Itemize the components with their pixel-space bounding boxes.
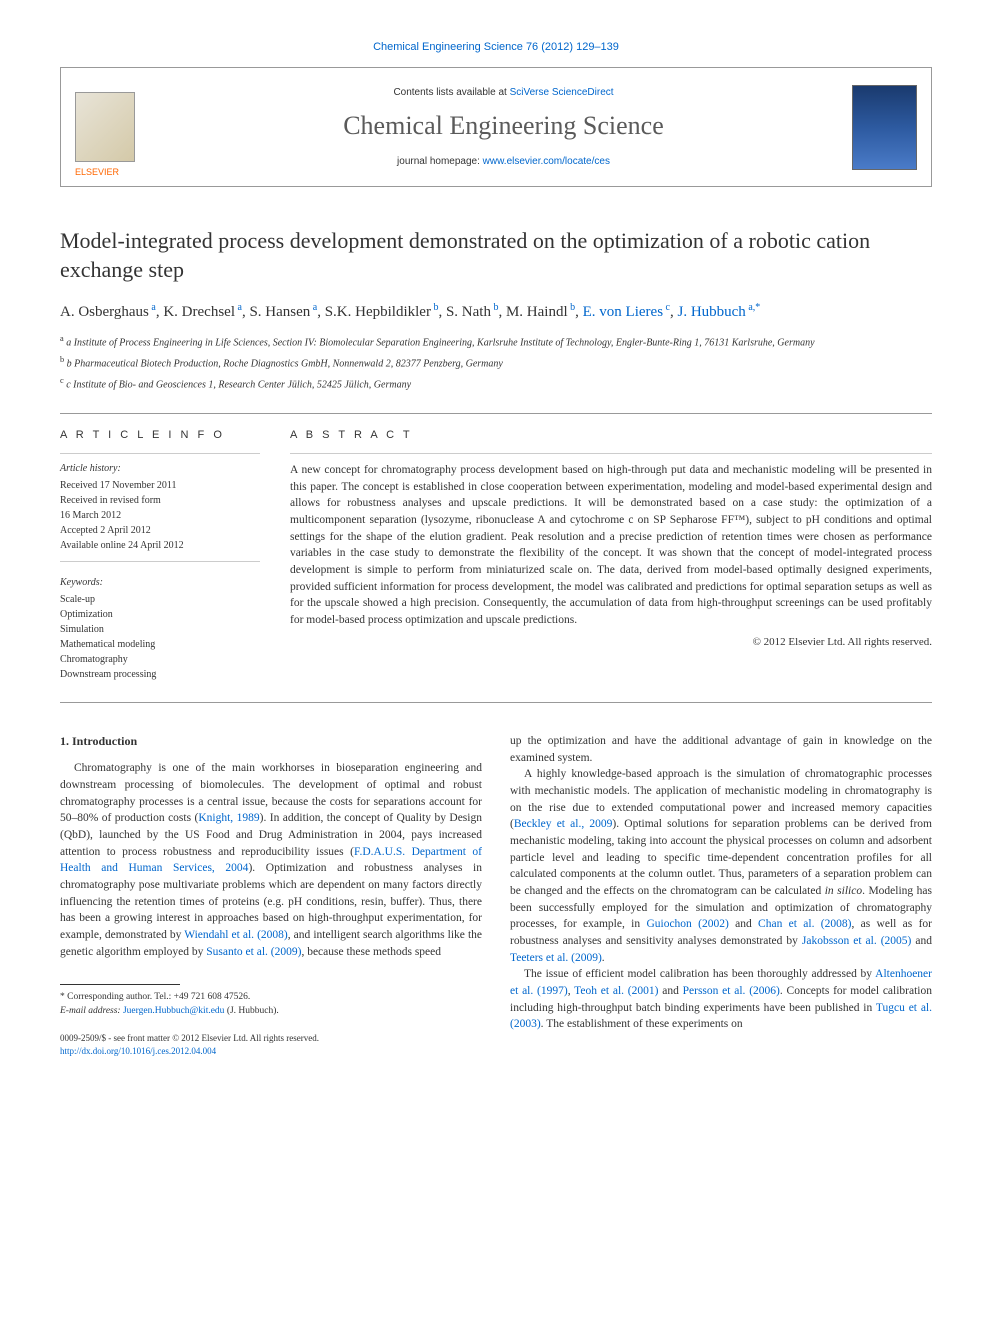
ref-link[interactable]: Beckley et al., 2009 <box>514 818 613 830</box>
issn-line: 0009-2509/$ - see front matter © 2012 El… <box>60 1032 482 1045</box>
abstract-text: A new concept for chromatography process… <box>290 462 932 629</box>
page-container: Chemical Engineering Science 76 (2012) 1… <box>0 0 992 1097</box>
contents-prefix: Contents lists available at <box>393 87 509 98</box>
doi-link[interactable]: http://dx.doi.org/10.1016/j.ces.2012.04.… <box>60 1046 216 1056</box>
email-link[interactable]: Juergen.Hubbuch@kit.edu <box>123 1006 224 1016</box>
journal-name: Chemical Engineering Science <box>155 108 852 144</box>
authors-list: A. Osberghaus a, K. Drechsel a, S. Hanse… <box>60 301 932 323</box>
ref-link[interactable]: Wiendahl et al. (2008) <box>184 929 288 941</box>
body-paragraph: A highly knowledge-based approach is the… <box>510 766 932 966</box>
affil-marker: a <box>235 302 242 313</box>
affiliation-text: c Institute of Bio- and Geosciences 1, R… <box>66 380 411 391</box>
keywords-label: Keywords: <box>60 576 260 590</box>
homepage-link[interactable]: www.elsevier.com/locate/ces <box>483 156 610 167</box>
affil-marker: b <box>568 302 576 313</box>
history-text: Received 17 November 2011 Received in re… <box>60 478 260 553</box>
keywords-text: Scale-up Optimization Simulation Mathema… <box>60 592 260 682</box>
ref-link[interactable]: Chan et al. (2008) <box>758 918 851 930</box>
author: K. Drechsel <box>163 304 235 320</box>
affiliation-text: b Pharmaceutical Biotech Production, Roc… <box>67 358 503 369</box>
corresponding-marker: * <box>755 302 760 313</box>
divider <box>60 453 260 454</box>
author: M. Haindl <box>506 304 568 320</box>
footer-block: * Corresponding author. Tel.: +49 721 60… <box>60 984 482 1057</box>
body-two-column: 1. Introduction Chromatography is one of… <box>60 733 932 1057</box>
author: S. Nath <box>446 304 491 320</box>
author: A. Osberghaus <box>60 304 149 320</box>
author-link[interactable]: J. Hubbuch <box>677 304 745 320</box>
journal-cover-thumbnail <box>852 85 917 170</box>
elsevier-logo <box>75 92 135 162</box>
divider <box>290 453 932 454</box>
article-info-column: A R T I C L E I N F O Article history: R… <box>60 428 260 682</box>
journal-header-box: ELSEVIER Contents lists available at Sci… <box>60 67 932 187</box>
sciencedirect-link[interactable]: SciVerse ScienceDirect <box>510 87 614 98</box>
elsevier-label: ELSEVIER <box>75 166 119 179</box>
affiliation: b b Pharmaceutical Biotech Production, R… <box>60 354 932 371</box>
divider <box>60 702 932 703</box>
ref-link[interactable]: F.D.A.U.S. Department of Health and Huma… <box>60 846 482 875</box>
abstract-column: A B S T R A C T A new concept for chroma… <box>290 428 932 682</box>
affiliation-text: a Institute of Process Engineering in Li… <box>66 337 814 348</box>
email-label: E-mail address: <box>60 1006 123 1016</box>
affil-marker: a <box>310 302 317 313</box>
ref-link[interactable]: Jakobsson et al. (2005) <box>802 935 911 947</box>
ref-link[interactable]: Teoh et al. (2001) <box>574 985 658 997</box>
copyright-line: © 2012 Elsevier Ltd. All rights reserved… <box>290 635 932 650</box>
affiliation: a a Institute of Process Engineering in … <box>60 333 932 350</box>
divider <box>60 413 932 414</box>
affil-marker: b <box>491 302 499 313</box>
body-paragraph: The issue of efficient model calibration… <box>510 966 932 1033</box>
history-label: Article history: <box>60 462 260 476</box>
affil-marker: a <box>149 302 156 313</box>
footer-divider <box>60 984 180 985</box>
info-abstract-row: A R T I C L E I N F O Article history: R… <box>60 428 932 682</box>
corresponding-author: * Corresponding author. Tel.: +49 721 60… <box>60 991 482 1004</box>
citation-header: Chemical Engineering Science 76 (2012) 1… <box>60 40 932 55</box>
ref-link[interactable]: Persson et al. (2006) <box>683 985 780 997</box>
contents-line: Contents lists available at SciVerse Sci… <box>155 86 852 100</box>
body-paragraph: Chromatography is one of the main workho… <box>60 760 482 960</box>
bottom-meta: 0009-2509/$ - see front matter © 2012 El… <box>60 1032 482 1057</box>
homepage-line: journal homepage: www.elsevier.com/locat… <box>155 155 852 169</box>
article-title: Model-integrated process development dem… <box>60 227 932 284</box>
ref-link[interactable]: Knight, 1989 <box>198 812 259 824</box>
ref-link[interactable]: Susanto et al. (2009) <box>206 946 301 958</box>
email-suffix: (J. Hubbuch). <box>224 1006 278 1016</box>
ref-link[interactable]: Tugcu et al. (2003) <box>510 1002 932 1031</box>
author: S. Hansen <box>249 304 310 320</box>
section-heading: 1. Introduction <box>60 733 482 750</box>
affil-marker: c <box>663 302 670 313</box>
affil-marker: b <box>431 302 439 313</box>
email-line: E-mail address: Juergen.Hubbuch@kit.edu … <box>60 1005 482 1018</box>
article-info-heading: A R T I C L E I N F O <box>60 428 260 443</box>
author-link[interactable]: E. von Lieres <box>583 304 663 320</box>
keywords-block: Keywords: Scale-up Optimization Simulati… <box>60 576 260 682</box>
header-center: Contents lists available at SciVerse Sci… <box>155 86 852 168</box>
ref-link[interactable]: Teeters et al. (2009) <box>510 952 602 964</box>
homepage-prefix: journal homepage: <box>397 156 483 167</box>
divider <box>60 561 260 562</box>
ref-link[interactable]: Guiochon (2002) <box>646 918 728 930</box>
body-paragraph: up the optimization and have the additio… <box>510 733 932 766</box>
affil-marker: a, <box>746 302 755 313</box>
affiliation: c c Institute of Bio- and Geosciences 1,… <box>60 375 932 392</box>
author: S.K. Hepbildikler <box>325 304 431 320</box>
abstract-heading: A B S T R A C T <box>290 428 932 443</box>
